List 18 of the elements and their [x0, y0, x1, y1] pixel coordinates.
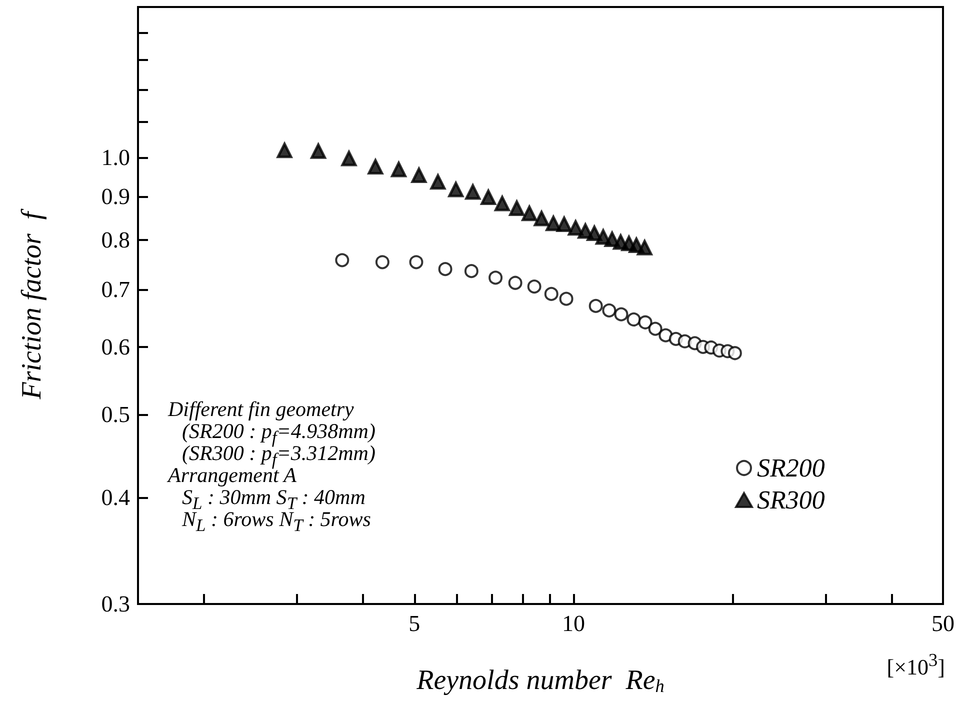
- x-tick-label: 5: [408, 611, 420, 636]
- y-tick-label: 0.4: [101, 484, 130, 510]
- x-tick-label: 10: [562, 611, 586, 636]
- text: [×10$^{3}$]: [886, 650, 945, 680]
- y-tick-label: 0.6: [101, 334, 130, 360]
- y-tick-label: 0.5: [101, 402, 130, 428]
- annotation: Different fin geometry: [168, 397, 354, 421]
- legend-label: SR300: [757, 486, 825, 514]
- y-tick-label: 0.3: [101, 592, 130, 616]
- annotation: S$_{L}$ : 30mm S$_{T}$ : 40mm: [182, 485, 366, 514]
- y-tick-label: 1.0: [101, 144, 130, 170]
- y-axis-title: Friction factor f: [16, 208, 48, 400]
- x-tick-label: 50: [932, 611, 954, 636]
- y-tick-label: 0.8: [101, 228, 130, 253]
- x-axis-title: Reynolds number Reh: [416, 665, 664, 696]
- legend-label: SR200: [757, 454, 825, 482]
- y-tick-label: 0.7: [101, 277, 130, 302]
- y-tick-label: 0.9: [101, 184, 130, 209]
